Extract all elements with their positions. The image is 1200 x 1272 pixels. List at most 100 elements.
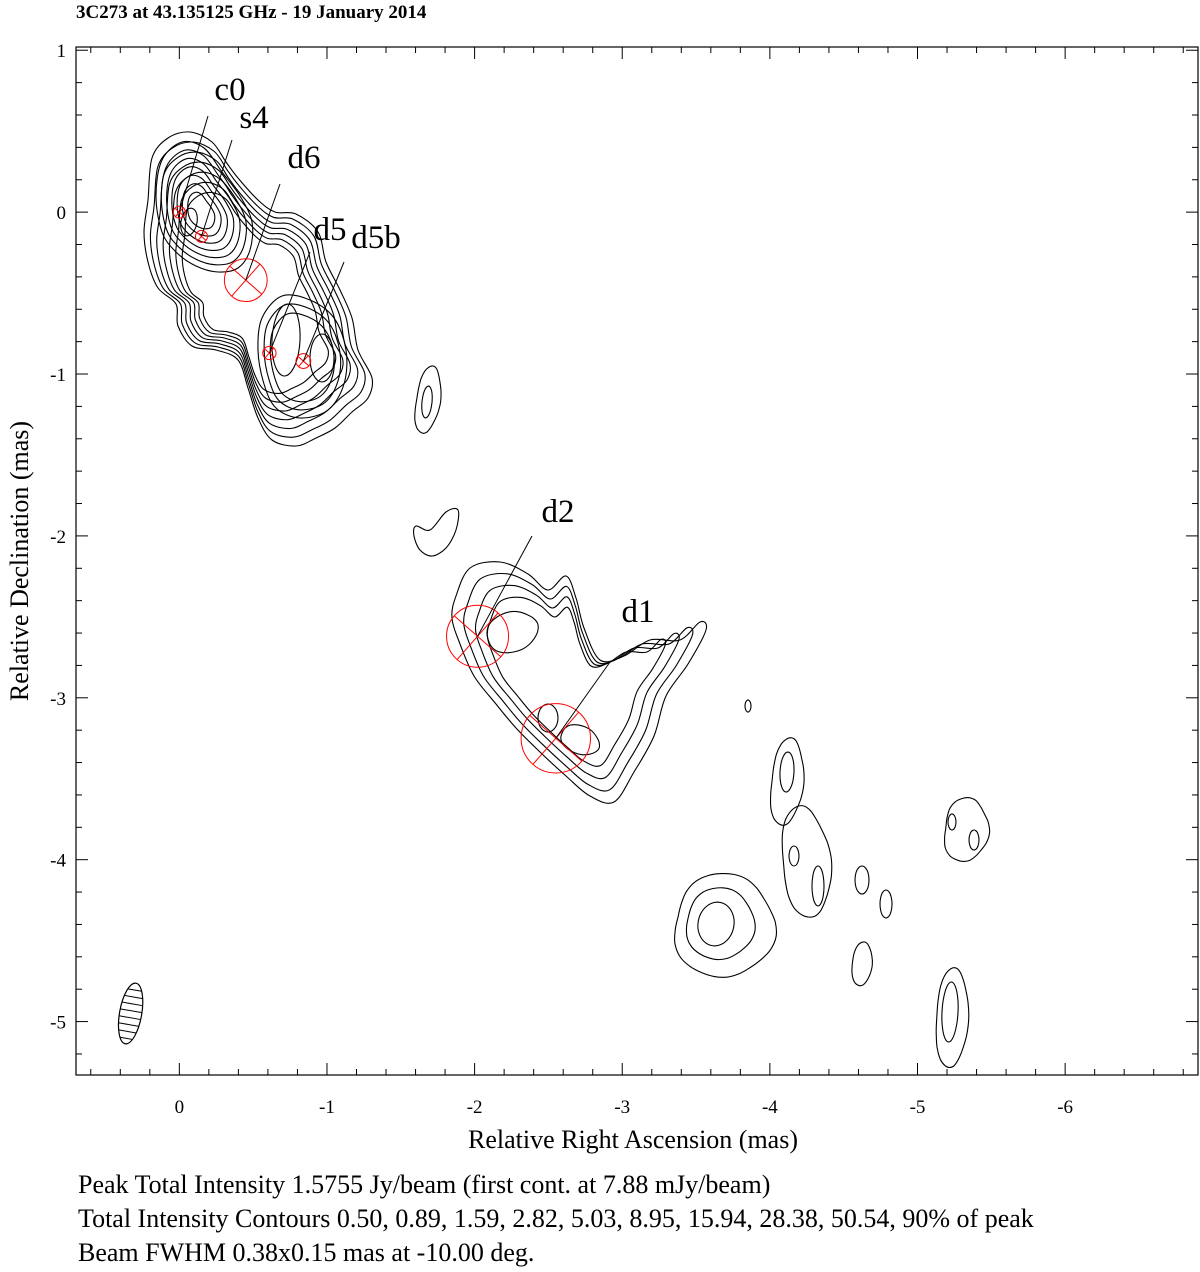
component-d6-label: d6 [288,140,321,176]
island-contour [879,889,893,919]
beam-hatch-line [119,1015,141,1021]
component-d2-label: d2 [542,494,575,530]
x-tick-label: -6 [1057,1097,1073,1118]
component-d5b-circle [295,353,312,369]
component-d5-label: d5 [314,212,347,248]
core-jet-contour [156,151,359,430]
component-d2-circle [446,604,510,668]
core-contour [166,157,241,259]
core-jet-contour [181,191,329,394]
x-axis-label: Relative Right Ascension (mas) [468,1125,798,1154]
component-d2-leader [477,535,533,637]
component-d5b-leader [302,261,345,362]
core-jet-contour [168,171,344,412]
y-tick-label: 0 [57,203,67,224]
beam-hatch-line [127,988,142,992]
component-d5-circle [262,345,277,361]
component-d1-leader [555,661,611,739]
beam-hatch-line [124,994,143,1000]
jet-contour [263,303,342,411]
island-contour [811,865,825,907]
tick-layer: 0 -1 -2 -3 -4 -5 -6 1 0 -1 -2 -3 -4 -5 [50,41,1198,1118]
y-tick-label: -3 [50,689,66,710]
x-tick-label: -5 [910,1097,926,1118]
x-tick-label: -1 [319,1097,335,1118]
x-tick-label: 0 [175,1097,185,1118]
beam-hatch-line [118,1029,137,1034]
d1-contour [560,724,601,756]
y-tick-label: -2 [50,527,66,548]
core-jet-contour [162,161,352,421]
beam-layer [117,982,144,1045]
island-contour [685,887,756,961]
component-d5-leader [268,251,311,354]
jet-contour [257,294,348,419]
d2-d1-contour [463,572,694,792]
component-d1-circle [520,703,591,774]
component-c0-circle [172,205,186,219]
component-d6-circle [223,258,268,303]
d2-d1-contour [451,561,708,804]
core-peak-contour [180,207,198,237]
component-d6-cross [229,265,263,295]
island-contour [943,797,991,862]
y-tick-label: 1 [57,41,67,62]
d2-d1-contour [474,584,680,780]
core-contour [176,174,228,244]
footer-beam-size: Beam FWHM 0.38x0.15 mas at -10.00 deg. [78,1238,535,1267]
island-contour [779,751,795,793]
isolated-contour [414,365,442,434]
x-tick-label: -2 [467,1097,483,1118]
y-tick-label: -1 [50,365,66,386]
footer-contour-levels: Total Intensity Contours 0.50, 0.89, 1.5… [78,1204,1034,1233]
island-contour [697,901,735,947]
d1-contour [537,703,559,733]
component-d5b-cross [297,355,310,367]
island-contour [947,813,957,831]
contour-layer [143,131,991,1069]
component-c0-leader [178,115,209,213]
beam-hatch-line [120,1008,143,1014]
core-contour [155,140,254,273]
island-contour [673,872,778,978]
y-tick-label: -4 [50,851,66,872]
d2-d1-contour [486,596,667,767]
component-d5b-label: d5b [351,220,401,256]
island-contour [769,737,805,826]
x-tick-label: -3 [614,1097,630,1118]
component-c0-label: c0 [214,72,245,108]
y-axis-label: Relative Declination (mas) [5,421,34,701]
core-contour [181,183,222,237]
plot-frame [75,46,1199,1076]
jet-contour [269,312,335,403]
component-d1-label: d1 [622,594,655,630]
component-s4-circle [194,229,208,243]
core-contour [160,149,247,266]
core-jet-contour [149,141,366,438]
core-jet-contour [143,131,374,447]
isolated-contour [421,385,433,419]
island-contour [968,829,980,851]
beam-hatch-line [118,1022,139,1027]
core-contour [171,166,235,251]
footer-peak-intensity: Peak Total Intensity 1.5755 Jy/beam (fir… [78,1170,771,1199]
island-contour [935,967,970,1069]
beam-ellipse-group [117,982,144,1045]
component-d6-leader [245,183,281,281]
beam-hatch-line [119,1036,133,1040]
d5-contour [271,303,301,377]
component-s4-label: s4 [239,100,268,136]
core-contour [187,191,216,230]
component-s4-leader [201,139,233,237]
island-contour [781,805,833,918]
island-contour [851,941,873,987]
d2-contour [486,610,539,654]
island-contour [788,845,800,867]
beam-ellipse [117,982,144,1045]
isolated-contour [413,507,460,557]
y-tick-label: -5 [50,1013,66,1034]
island-contour [941,981,959,1043]
island-contour [854,865,870,895]
